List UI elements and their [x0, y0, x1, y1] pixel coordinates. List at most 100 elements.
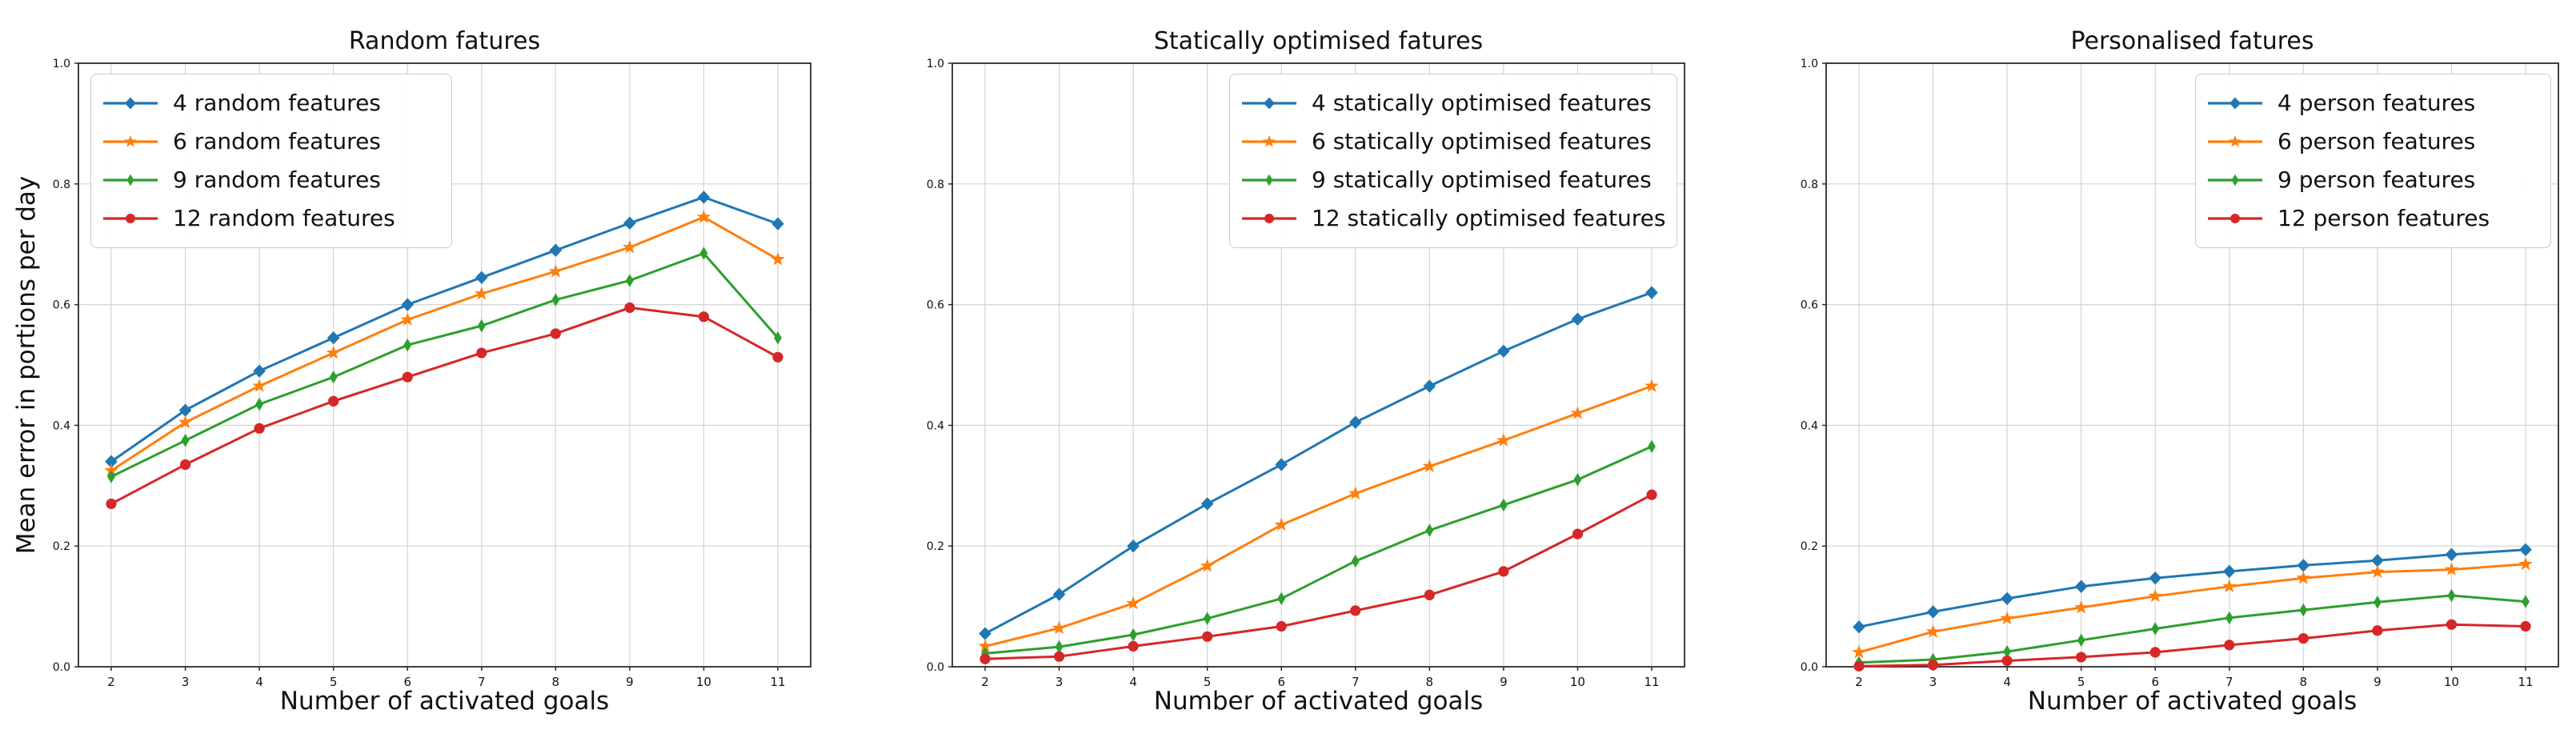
x-tick-label: 9 [2374, 675, 2382, 689]
star-marker [1126, 596, 1140, 610]
star-marker [1925, 624, 1941, 638]
star-marker [252, 379, 266, 392]
legend-label: 9 statically optimised features [1312, 166, 1652, 193]
thin-diamond-marker [2151, 622, 2160, 636]
star-marker [178, 415, 193, 429]
diamond-marker [771, 217, 784, 231]
circle-marker [550, 328, 561, 339]
y-tick-label: 0.8 [1801, 178, 1818, 191]
x-tick-label: 3 [1056, 675, 1064, 689]
diamond-marker [124, 97, 137, 110]
diamond-marker [2222, 564, 2236, 579]
thin-diamond-marker [1203, 612, 1212, 625]
subplot-random-features: 2 3 4 5 6 7 8 9 10 11 0.0 0.2 0.4 0.6 0.8 1.0 Random fa… [0, 0, 859, 734]
y-tick-label: 0.0 [53, 661, 70, 674]
thin-diamond-marker [1277, 592, 1286, 605]
star-marker [1645, 379, 1659, 392]
thin-diamond-marker [403, 338, 412, 352]
legend-label: 4 random features [173, 90, 381, 116]
series-6-person-features [1852, 556, 2533, 659]
thin-diamond-marker [1129, 628, 1138, 642]
series-9-statically-optimised-features [981, 439, 1656, 660]
thin-diamond-marker [126, 174, 134, 187]
thin-diamond-marker [107, 470, 115, 483]
star-marker [1496, 433, 1511, 447]
circle-marker [1424, 589, 1435, 600]
circle-marker [476, 347, 487, 359]
legend-label: 4 statically optimised features [1312, 90, 1652, 116]
legend-line-sample [103, 134, 158, 147]
legend-statically-optimised-features: 4 statically optimised features 6 statica… [1229, 74, 1677, 248]
thin-diamond-marker [981, 647, 989, 660]
y-tick-label: 0.6 [927, 299, 944, 312]
circle-marker [2001, 655, 2013, 667]
diamond-marker [2519, 543, 2532, 556]
circle-marker [1276, 620, 1287, 632]
diamond-marker [2001, 592, 2013, 605]
axis-ticks: 2 3 4 5 6 7 8 9 10 11 0.0 0.2 0.4 0.6 0.8 1.0 [53, 58, 786, 689]
circle-marker [2149, 647, 2161, 658]
circle-marker [2224, 640, 2235, 651]
circle-marker [2230, 214, 2240, 223]
thin-diamond-marker [1055, 640, 1064, 654]
star-marker [2073, 600, 2089, 614]
star-marker [475, 286, 489, 300]
diamond-marker [1263, 97, 1276, 110]
thin-diamond-marker [2299, 603, 2308, 617]
legend-personalised-features: 4 person features 6 person features 9 pers… [2195, 74, 2551, 248]
x-tick-label: 11 [2518, 675, 2533, 689]
legend-line-sample [2208, 214, 2262, 223]
circle-marker [2446, 619, 2458, 630]
diamond-marker [1348, 415, 1362, 429]
diamond-marker [1645, 286, 1658, 299]
thin-diamond-marker [2373, 596, 2382, 609]
legend-line-sample [103, 214, 158, 223]
circle-marker [772, 351, 783, 363]
legend-entry: 4 statically optimised features [1240, 84, 1662, 122]
diamond-marker [1052, 588, 1066, 601]
legend-entry: 9 random features [101, 161, 437, 199]
diamond-marker [1853, 620, 1865, 634]
star-marker [696, 210, 711, 223]
x-tick-label: 10 [1570, 675, 1585, 689]
legend-entry: 6 random features [101, 122, 437, 161]
diamond-marker [2445, 547, 2458, 561]
star-marker [2148, 588, 2162, 603]
thin-diamond-marker [1648, 439, 1656, 453]
circle-marker [1646, 489, 1657, 500]
diamond-marker [979, 627, 992, 640]
legend-line-sample [2208, 174, 2262, 187]
series-6-statically-optimised-features [978, 379, 1659, 652]
thin-diamond-marker [181, 434, 190, 447]
x-tick-label: 2 [1855, 675, 1863, 689]
star-marker [2000, 611, 2014, 625]
star-marker [124, 134, 137, 147]
star-marker [771, 251, 785, 266]
circle-marker [624, 302, 635, 313]
legend-entry: 6 person features [2205, 122, 2536, 161]
star-marker [400, 312, 415, 326]
x-tick-label: 7 [1352, 675, 1360, 689]
legend-label: 6 person features [2278, 128, 2476, 154]
legend-label: 4 person features [2278, 90, 2476, 116]
thin-diamond-marker [774, 331, 782, 345]
diamond-marker [475, 271, 488, 284]
diamond-marker [1423, 379, 1436, 393]
circle-marker [126, 214, 135, 223]
star-marker [1200, 558, 1215, 572]
thin-diamond-marker [2225, 611, 2233, 625]
x-tick-label: 5 [1204, 675, 1212, 689]
y-tick-label: 0.4 [927, 419, 944, 432]
legend-entry: 12 statically optimised features [1240, 199, 1666, 238]
x-tick-label: 9 [1500, 675, 1508, 689]
legend-label: 12 statically optimised features [1312, 205, 1666, 231]
x-tick-label: 6 [403, 675, 411, 689]
subplot-personalised-features: 2 3 4 5 6 7 8 9 10 11 0.0 0.2 0.4 0.6 0.8 1.0 Personali… [1717, 0, 2576, 734]
star-marker [2518, 556, 2533, 571]
x-tick-label: 6 [2151, 675, 2159, 689]
circle-marker [1927, 660, 1939, 671]
circle-marker [2520, 620, 2531, 632]
star-marker [1274, 517, 1288, 531]
x-tick-label: 10 [2444, 675, 2459, 689]
x-tick-label: 4 [1129, 675, 1137, 689]
